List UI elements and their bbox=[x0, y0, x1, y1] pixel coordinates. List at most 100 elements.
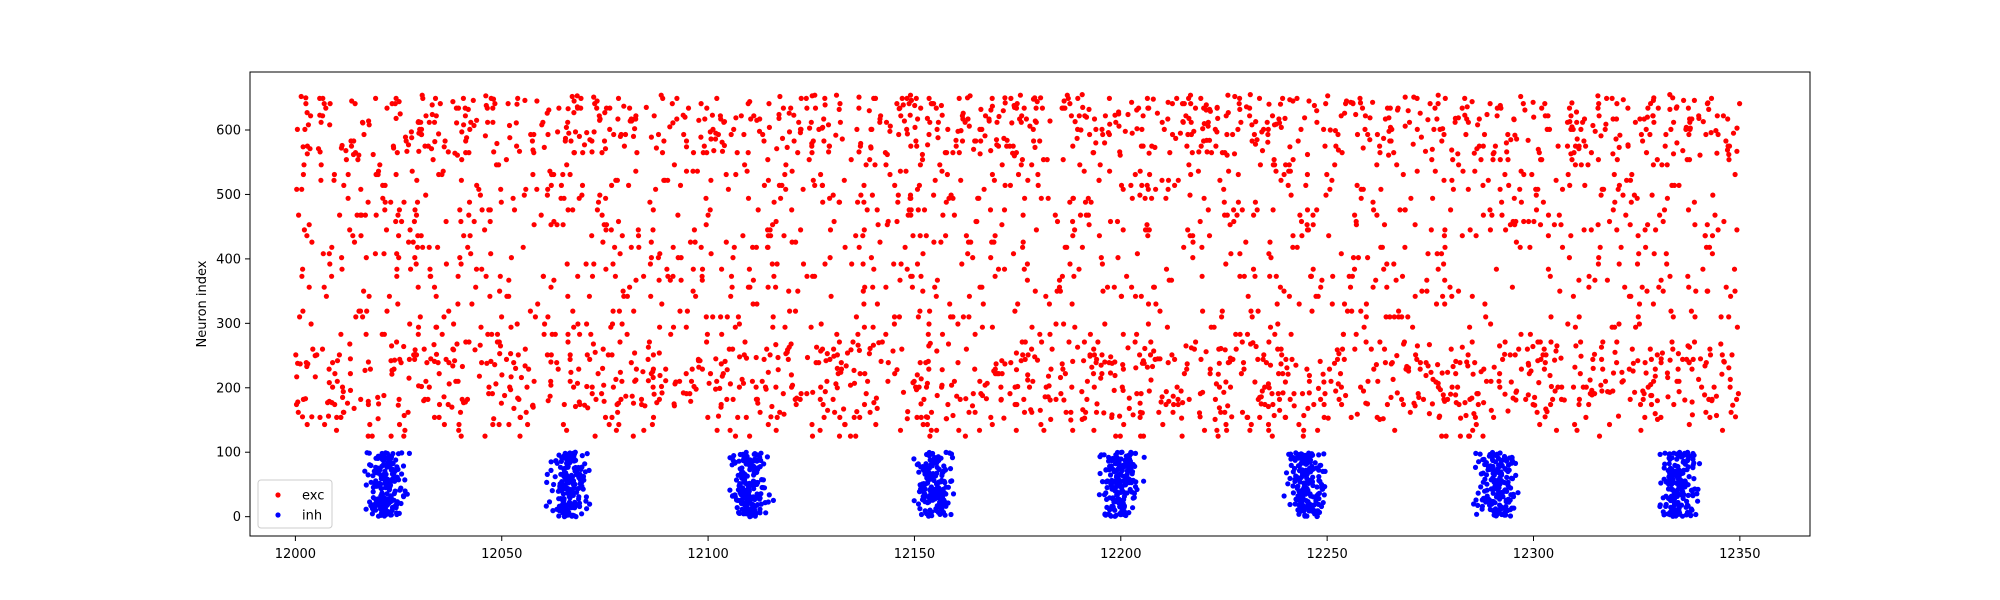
exc-spike bbox=[304, 151, 310, 157]
exc-spike bbox=[783, 162, 789, 168]
exc-spike bbox=[1098, 255, 1104, 261]
exc-spike bbox=[1482, 301, 1488, 307]
exc-spike bbox=[340, 394, 346, 400]
exc-spike bbox=[300, 308, 306, 314]
exc-spike bbox=[1009, 120, 1015, 126]
exc-spike bbox=[1510, 395, 1516, 401]
exc-spike bbox=[1691, 339, 1698, 345]
exc-spike bbox=[1109, 412, 1115, 418]
exc-spike bbox=[478, 324, 484, 330]
exc-spike bbox=[571, 324, 577, 330]
exc-spike bbox=[963, 346, 970, 352]
exc-spike bbox=[306, 284, 312, 290]
exc-spike bbox=[1024, 277, 1030, 283]
exc-spike bbox=[921, 207, 928, 213]
exc-spike bbox=[471, 218, 477, 225]
exc-spike bbox=[917, 162, 924, 168]
exc-spike bbox=[918, 401, 924, 407]
exc-spike bbox=[1360, 145, 1366, 151]
exc-spike bbox=[1288, 331, 1294, 337]
exc-spike bbox=[905, 212, 911, 218]
exc-spike bbox=[933, 105, 939, 111]
exc-spike bbox=[1138, 433, 1144, 439]
exc-spike bbox=[1327, 127, 1333, 133]
exc-spike bbox=[1049, 346, 1055, 352]
exc-spike bbox=[992, 273, 998, 279]
exc-spike bbox=[1648, 392, 1654, 399]
exc-spike bbox=[1019, 157, 1025, 163]
exc-spike bbox=[1096, 233, 1102, 239]
exc-spike bbox=[1455, 384, 1461, 390]
exc-spike bbox=[1623, 212, 1629, 218]
exc-spike bbox=[1271, 412, 1277, 419]
exc-spike bbox=[1555, 384, 1561, 390]
exc-spike bbox=[807, 125, 813, 131]
exc-spike bbox=[769, 261, 775, 267]
exc-spike bbox=[373, 95, 379, 101]
exc-spike bbox=[463, 150, 469, 156]
exc-spike bbox=[1132, 171, 1138, 178]
exc-spike bbox=[935, 119, 942, 125]
exc-spike bbox=[831, 218, 837, 225]
exc-spike bbox=[521, 192, 527, 198]
exc-spike bbox=[332, 401, 338, 408]
inh-spike bbox=[1111, 469, 1117, 475]
inh-spike bbox=[1478, 471, 1484, 477]
exc-spike bbox=[587, 356, 593, 362]
exc-spike bbox=[1470, 371, 1476, 377]
exc-spike bbox=[1239, 409, 1246, 415]
inh-spike bbox=[560, 455, 566, 461]
exc-spike bbox=[450, 346, 456, 352]
exc-spike bbox=[683, 138, 690, 144]
exc-spike bbox=[1322, 391, 1328, 397]
exc-spike bbox=[1374, 212, 1380, 218]
exc-spike bbox=[1689, 366, 1695, 372]
exc-spike bbox=[318, 119, 324, 125]
exc-spike bbox=[1632, 389, 1638, 395]
exc-spike bbox=[461, 233, 467, 239]
exc-spike bbox=[1144, 95, 1150, 101]
exc-spike bbox=[1386, 152, 1392, 158]
inh-spike bbox=[1497, 481, 1503, 487]
exc-spike bbox=[1017, 92, 1024, 98]
exc-spike bbox=[1263, 360, 1269, 366]
exc-spike bbox=[1249, 138, 1255, 144]
exc-spike bbox=[766, 124, 773, 130]
exc-spike bbox=[562, 138, 568, 144]
inh-spike bbox=[573, 457, 579, 463]
exc-spike bbox=[1259, 388, 1265, 394]
exc-spike bbox=[1474, 146, 1480, 152]
x-tick-label: 12100 bbox=[687, 547, 728, 562]
inh-spike bbox=[1119, 468, 1125, 474]
exc-spike bbox=[729, 284, 735, 290]
exc-spike bbox=[1647, 131, 1653, 138]
exc-spike bbox=[489, 391, 495, 397]
exc-spike bbox=[741, 352, 747, 358]
exc-spike bbox=[551, 277, 557, 283]
exc-spike bbox=[1067, 199, 1073, 205]
exc-spike bbox=[1229, 414, 1235, 420]
exc-spike bbox=[827, 255, 833, 261]
exc-spike bbox=[788, 372, 795, 378]
exc-spike bbox=[1116, 123, 1122, 129]
exc-spike bbox=[656, 396, 663, 402]
y-tick-label: 200 bbox=[216, 381, 241, 396]
exc-spike bbox=[1029, 346, 1035, 352]
exc-spike bbox=[503, 157, 509, 163]
exc-spike bbox=[486, 207, 492, 213]
exc-spike bbox=[1618, 244, 1624, 250]
exc-spike bbox=[1462, 400, 1468, 406]
inh-spike bbox=[1312, 460, 1318, 466]
exc-spike bbox=[1088, 199, 1094, 205]
exc-spike bbox=[1640, 138, 1646, 144]
exc-spike bbox=[715, 131, 722, 138]
inh-spike bbox=[741, 511, 747, 517]
exc-spike bbox=[1709, 251, 1715, 257]
inh-spike bbox=[1505, 496, 1512, 502]
inh-spike bbox=[761, 461, 767, 467]
inh-spike bbox=[1667, 451, 1673, 457]
exc-spike bbox=[594, 105, 600, 111]
inh-spike bbox=[917, 506, 923, 512]
exc-spike bbox=[446, 360, 452, 366]
exc-spike bbox=[409, 168, 415, 174]
